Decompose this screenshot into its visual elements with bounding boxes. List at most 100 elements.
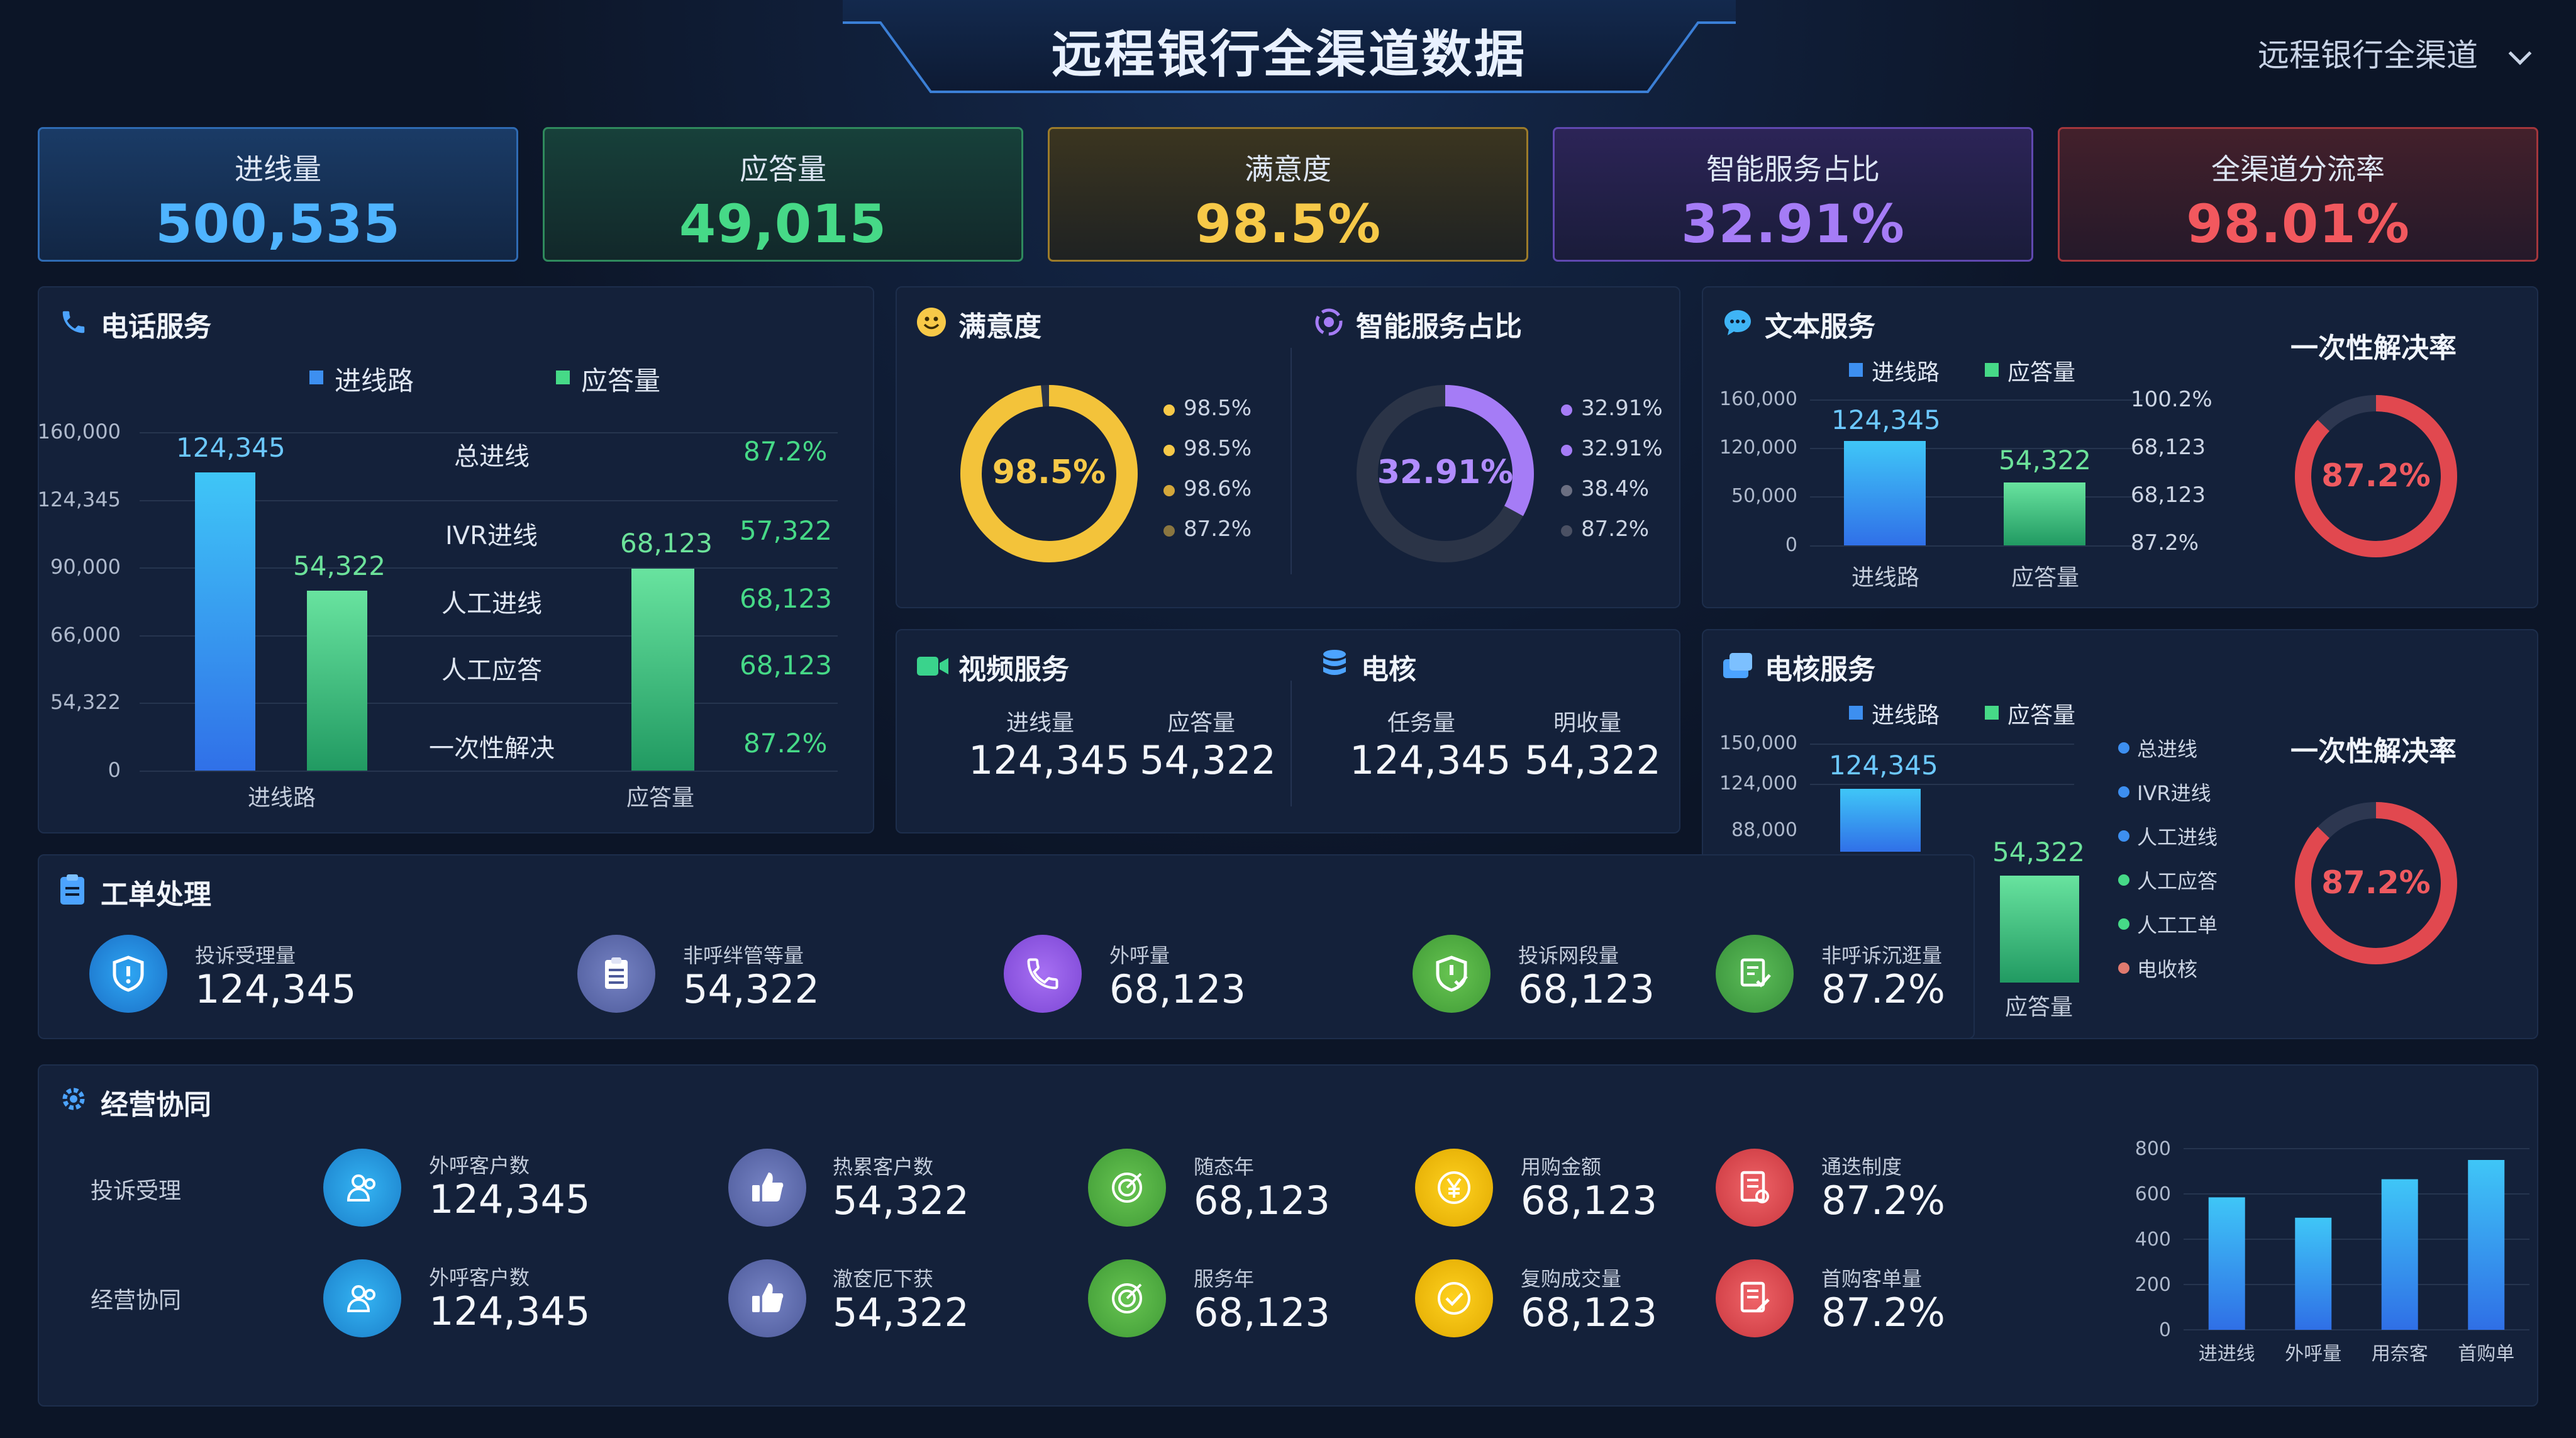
panel-title: 满意度 [958,311,1041,343]
metric-label: 热累客户数 [833,1155,934,1179]
grid-line [1810,399,2143,401]
legend-item: IVR进线 [2137,781,2211,805]
grid-line [140,635,838,637]
target-icon [1088,1259,1166,1337]
x-label: 进线路 [248,785,316,811]
resolution-ring [2295,802,2457,964]
stat-label: 一次性解决 [429,734,555,763]
kpi-label: 全渠道分流率 [2211,152,2385,186]
y-tick: 800 [2135,1138,2171,1160]
y-tick: 124,345 [37,488,121,511]
bar-incoming [1844,441,1926,545]
legend-label: 进线路 [1872,703,1940,728]
legend-dot [1561,404,1572,416]
satisfaction-ring [960,385,1138,562]
bar-label: 68,123 [620,528,713,559]
workorder-value: 68,123 [1109,966,1246,1012]
legend-dot [1163,404,1175,416]
legend-item: 人工工单 [2137,913,2218,937]
operations-panel: 经营协同 投诉受理 外呼客户数 124,345 热累客户数 54,322 随态年… [38,1064,2538,1407]
channel-select[interactable]: 远程银行全渠道 [2258,37,2478,74]
x-tick: 外呼量 [2285,1343,2341,1365]
x-label: 应答量 [2011,565,2080,591]
shield-check-icon [1413,935,1491,1013]
metric-value: 68,123 [1521,1178,1657,1223]
y-tick: 0 [108,758,121,782]
workorder-label: 投诉受理量 [195,944,296,967]
kpi-card-answered: 应答量 49,015 [543,127,1023,262]
users-icon [323,1259,401,1337]
panel-title: 视频服务 [958,654,1069,686]
kpi-label: 满意度 [1245,152,1331,186]
shield-icon [89,935,167,1013]
metric-value: 124,345 [1350,737,1511,783]
metric-value: 54,322 [833,1290,969,1335]
bar-incoming [1840,789,1921,852]
bar-answered [2000,876,2079,983]
kpi-card-smart-service: 智能服务占比 32.91% [1553,127,2033,262]
y-tick: 50,000 [1731,485,1797,507]
chart-bar [2468,1160,2505,1330]
grid-line [140,703,838,704]
divider [1291,348,1292,574]
metric-value: 124,345 [969,737,1130,783]
legend-dot [1561,445,1572,456]
grid-line [140,771,838,772]
x-label: 进线路 [1852,565,1920,591]
legend-swatch [1985,706,1999,720]
y-tick: 200 [2135,1274,2171,1296]
bar-label: 124,345 [176,432,286,463]
thumbs-up-icon [728,1149,806,1227]
grid-line [1810,784,2074,785]
panel-title: 智能服务占比 [1356,311,1522,343]
legend-value: 98.6% [1184,476,1252,501]
phone-icon [1004,935,1082,1013]
donut-center-value: 87.2% [2321,457,2431,494]
workorder-value: 87.2% [1821,966,1945,1012]
stat-label: 人工进线 [441,589,542,618]
metric-label: 应答量 [1167,710,1236,736]
workorder-label: 投诉网段量 [1518,944,1619,967]
panel-title: 电核 [1361,654,1416,686]
panel-title: 电核服务 [1765,654,1875,686]
legend-dot [2118,830,2129,842]
y-tick: 124,000 [1719,772,1797,794]
audit-service-icon [1723,653,1752,678]
video-camera-icon [917,657,948,676]
y-tick: 0 [1785,534,1797,556]
bar-answered-2 [631,569,694,771]
side-value: 87.2% [2131,530,2199,555]
metric-label: 外呼客户数 [429,1154,530,1178]
database-icon [1323,650,1346,675]
side-value: 68,123 [2131,482,2206,508]
legend-dot [2118,962,2129,974]
bar-label: 54,322 [293,550,386,581]
document-icon [1716,1149,1794,1227]
legend-dot [2118,918,2129,930]
satisfaction-donut [960,385,1138,562]
metric-value: 54,322 [1140,737,1276,783]
legend-dot [1561,485,1572,496]
y-tick: 54,322 [50,690,121,714]
divider [1291,681,1292,806]
phone-icon [62,311,85,333]
resolution-title: 一次性解决率 [2290,332,2457,364]
stat-label: 总进线 [454,442,530,471]
metric-value: 54,322 [833,1178,969,1223]
satisfaction-smart-panel: 满意度 98.5% 98.5% 98.5% 98.6% 87.2% 智能服务占比… [896,286,1680,608]
legend-dot [1163,485,1175,496]
document-edit-icon [1716,1259,1794,1337]
document-check-icon [1716,935,1794,1013]
metric-label: 服务年 [1194,1267,1255,1291]
stat-value: 68,123 [740,583,832,614]
legend-value: 87.2% [1581,516,1650,542]
y-tick: 400 [2135,1229,2171,1251]
kpi-card-diversion: 全渠道分流率 98.01% [2058,127,2538,262]
metric-label: 进线量 [1006,710,1075,736]
legend-dot [2118,874,2129,886]
donut-center-value: 32.91% [1377,454,1514,491]
bar-answered [307,591,367,771]
workorder-label: 非呼诉沉逛量 [1821,944,1943,967]
x-tick: 用奈客 [2372,1343,2428,1365]
resolution-title: 一次性解决率 [2290,735,2457,767]
